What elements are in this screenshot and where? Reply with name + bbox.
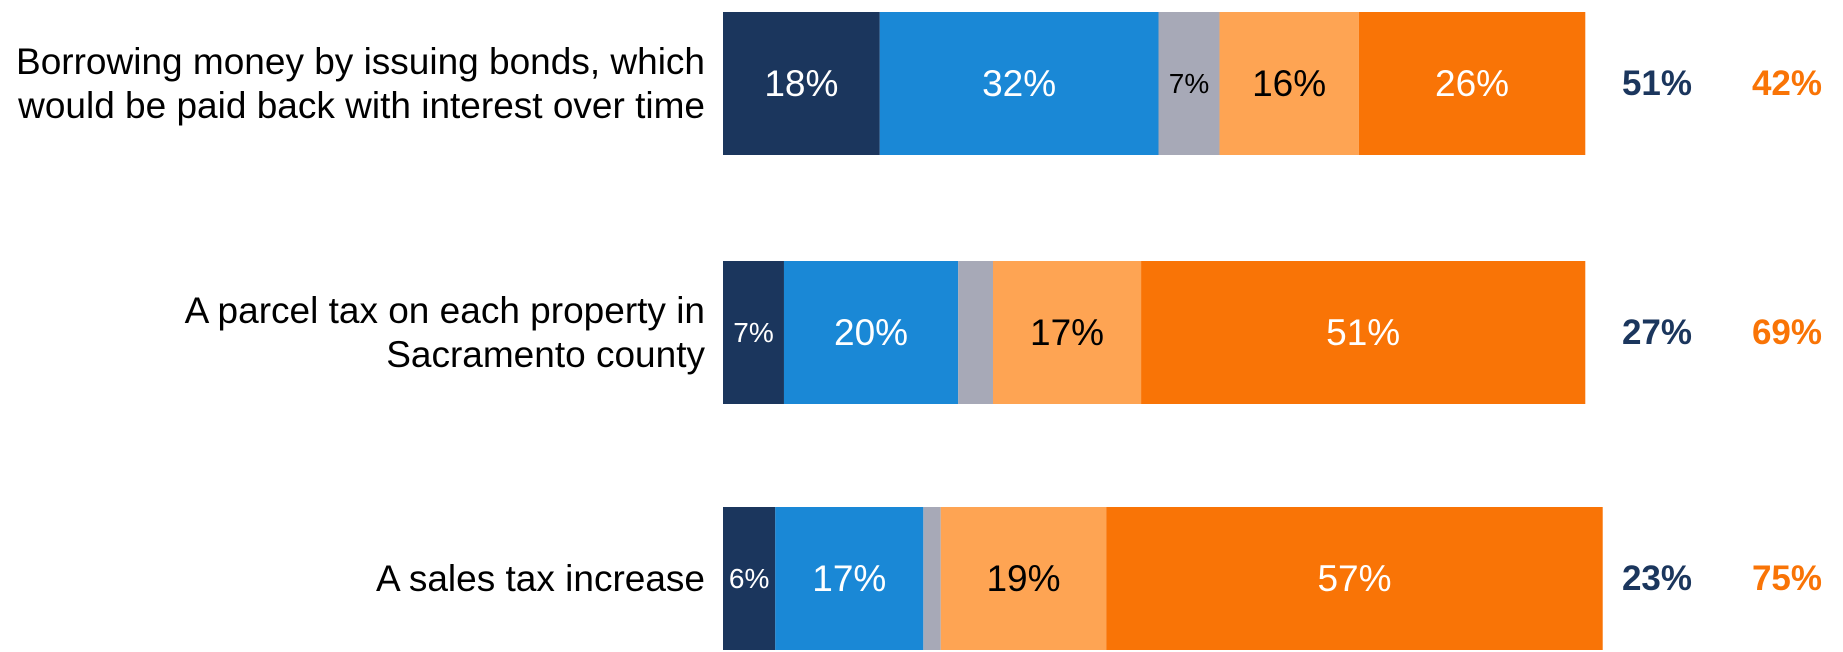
total-label: 51% [1622,64,1692,103]
value-label: 6% [729,563,769,594]
bar-segment [1358,12,1586,155]
value-label: 57% [1317,558,1391,599]
category-label: A parcel tax on each property in Sacrame… [184,289,705,375]
total-label: 75% [1752,559,1822,598]
category-label: A sales tax increase [375,557,705,599]
bar-segment [879,12,1159,155]
bar-segment [1141,261,1586,404]
value-label: 16% [1252,63,1326,104]
value-label: 17% [1030,312,1104,353]
category-label: Borrowing money by issuing bonds, which … [16,40,705,126]
value-label: 17% [812,558,886,599]
value-label: 7% [1169,68,1209,99]
bar-segment [958,261,994,404]
bar-segment [940,507,1107,650]
bar-segment [783,261,959,404]
bar-segment [723,12,880,155]
bar-segment [775,507,924,650]
value-label: 19% [986,558,1060,599]
value-label: 32% [982,63,1056,104]
bar-segment [923,507,941,650]
bar-segment [1219,12,1359,155]
value-label: 26% [1435,63,1509,104]
value-label: 18% [764,63,838,104]
bar-segment [1106,507,1603,650]
value-label: 51% [1326,312,1400,353]
total-label: 69% [1752,313,1822,352]
value-label: 7% [733,317,773,348]
bar-segment [993,261,1142,404]
total-label: 23% [1622,559,1692,598]
value-label: 20% [834,312,908,353]
bar-segment [723,507,776,650]
total-label: 27% [1622,313,1692,352]
bar-segment [723,261,784,404]
total-label: 42% [1752,64,1822,103]
bar-segment [1158,12,1220,155]
